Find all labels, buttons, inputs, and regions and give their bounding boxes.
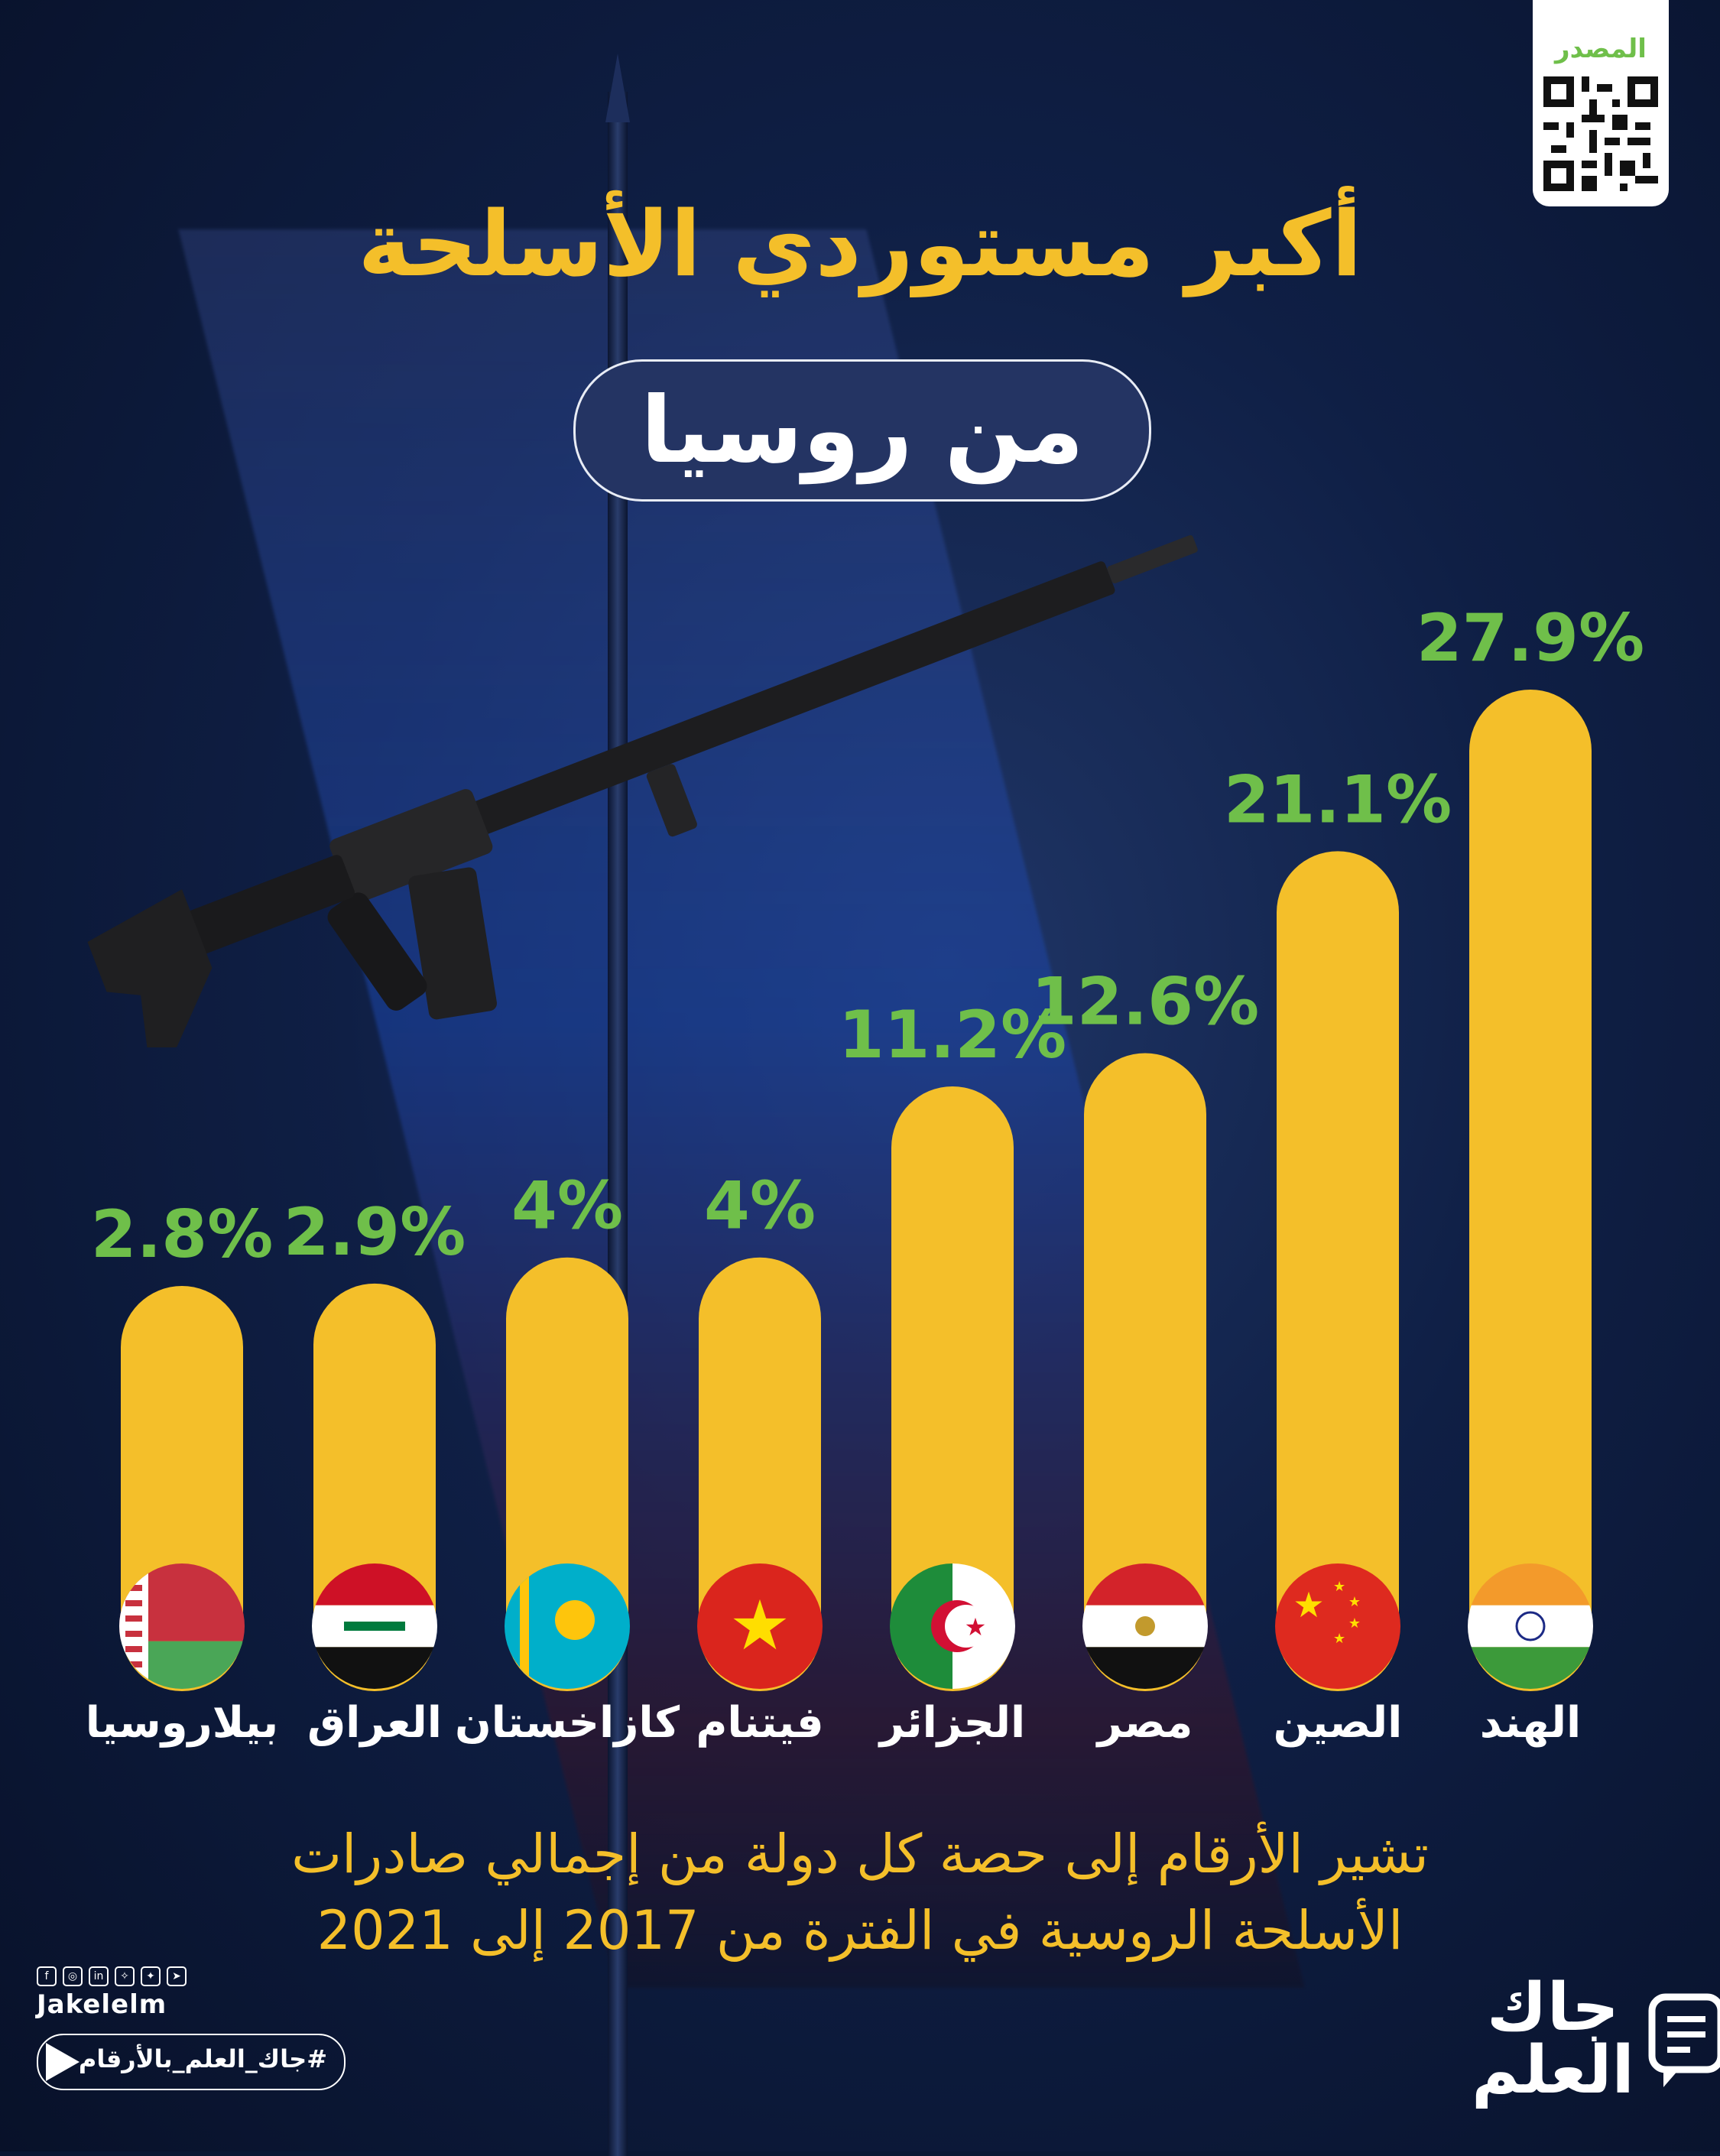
category-label: بيلاروسيا [86,1698,278,1748]
algeria-flag: ★ [890,1563,1015,1689]
china-flag: ★ ★★★★ [1275,1563,1400,1689]
footnote-line-1: تشير الأرقام إلى حصة كل دولة من إجمالي ص… [291,1823,1429,1885]
footnote: تشير الأرقام إلى حصة كل دولة من إجمالي ص… [153,1816,1567,1969]
twitter-icon[interactable]: ✦ [141,1966,161,1986]
category-label: الجزائر [878,1698,1025,1748]
value-label: 4% [704,1168,816,1245]
source-label: المصدر [1555,34,1647,64]
iraq-flag [312,1563,437,1689]
category-label: الصين [1274,1698,1403,1748]
hashtag-pill[interactable]: #جاك_العلم_بالأرقام [37,2034,346,2090]
brand-handle[interactable]: Jakelelm [37,1989,167,2020]
flag-pole-tip [605,54,630,122]
svg-text:★: ★ [965,1612,987,1641]
value-label: 27.9% [1417,600,1644,677]
source-badge[interactable]: المصدر [1533,0,1669,206]
category-label: كازاخستان [455,1698,680,1748]
value-label: 11.2% [839,997,1066,1073]
vietnam-flag: ★ [697,1563,823,1689]
bar [1084,1053,1206,1691]
category-label: العراق [307,1698,442,1748]
kazakhstan-flag [505,1563,630,1689]
qr-code-icon [1543,76,1658,191]
chart-subtitle: من روسيا [641,377,1084,484]
value-label: 4% [511,1168,623,1245]
category-label: مصر [1095,1698,1193,1748]
chat-bubble-icon [1648,1993,1720,2087]
snapchat-icon[interactable]: ✧ [115,1966,135,1986]
value-label: 12.6% [1031,963,1259,1040]
category-label: الهند [1480,1698,1581,1748]
brand-logo: جاك العلم [1472,1969,1720,2109]
svg-text:★: ★ [1348,1615,1361,1632]
telegram-icon[interactable]: ➤ [167,1966,187,1986]
rifle-illustration [87,534,1198,1047]
svg-text:★: ★ [729,1586,791,1666]
bar [1469,690,1592,1691]
india-flag [1468,1563,1593,1689]
brand-name: جاك العلم [1472,1969,1634,2109]
subtitle-pill: من روسيا [573,359,1151,502]
svg-text:★: ★ [1348,1594,1361,1610]
social-icons: f ◎ in ✧ ✦ ➤ [37,1966,187,1986]
value-label: 2.9% [284,1194,466,1271]
svg-text:★: ★ [1293,1584,1324,1625]
footnote-line-2: الأسلحة الروسية في الفترة من 2017 إلى 20… [316,1899,1404,1962]
value-label: 21.1% [1224,761,1452,838]
hashtag-text: #جاك_العلم_بالأرقام [78,2044,327,2073]
bar [1277,851,1399,1691]
category-label: فيتنام [696,1698,823,1748]
brand-name-line-1: جاك [1486,1969,1619,2046]
chart-title: أكبر مستوردي الأسلحة [358,191,1362,297]
belarus-flag [119,1563,245,1689]
value-label: 2.8% [91,1197,274,1273]
svg-text:★: ★ [1333,1579,1345,1595]
linkedin-icon[interactable]: in [89,1966,109,1986]
brand-name-line-2: العلم [1472,2032,1634,2109]
egypt-flag [1082,1563,1208,1689]
play-icon [46,2043,80,2081]
svg-text:★: ★ [1333,1631,1345,1647]
bar [891,1086,1014,1691]
facebook-icon[interactable]: f [37,1966,57,1986]
instagram-icon[interactable]: ◎ [63,1966,83,1986]
